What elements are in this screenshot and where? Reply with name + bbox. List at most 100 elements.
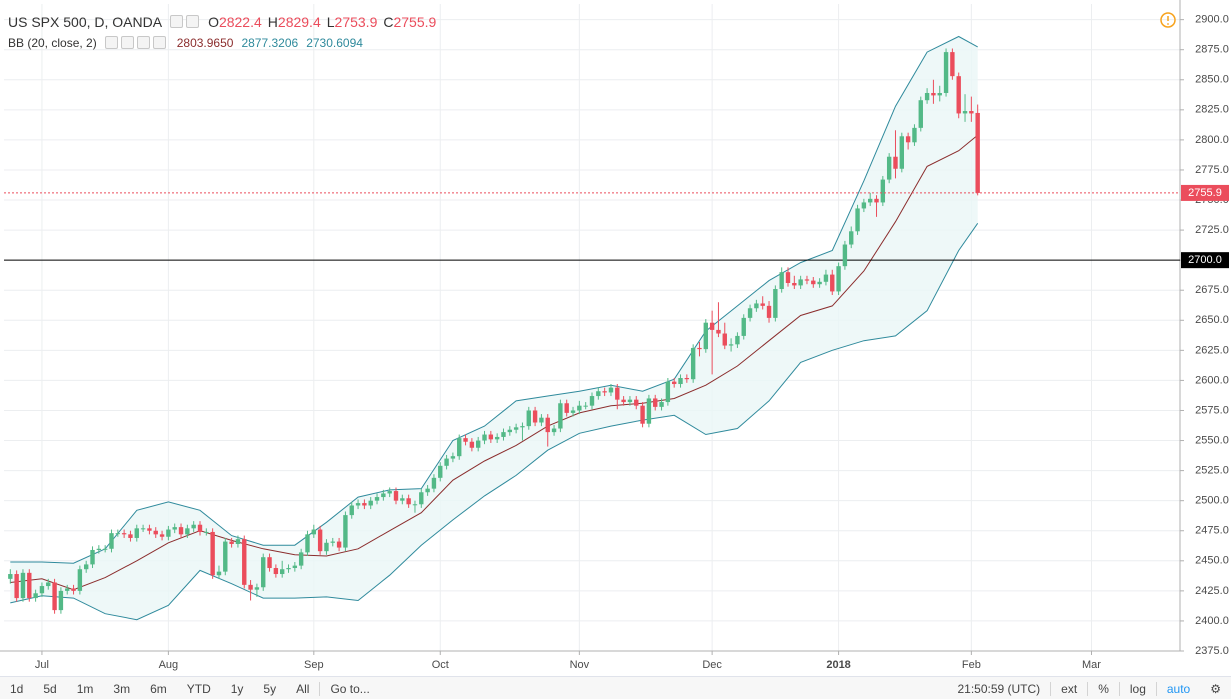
candle-body bbox=[703, 322, 709, 350]
indicator-value: 2730.6094 bbox=[306, 35, 363, 50]
range-button[interactable]: 5d bbox=[43, 681, 57, 696]
candle-body bbox=[425, 488, 430, 493]
candle-body bbox=[102, 548, 108, 550]
separator bbox=[1087, 681, 1089, 696]
candle-body bbox=[823, 274, 829, 282]
candle-body bbox=[924, 92, 930, 101]
candle-body bbox=[14, 574, 19, 599]
candle-body bbox=[77, 569, 83, 591]
last-price-label: 2755.9 bbox=[1188, 187, 1222, 199]
icon[interactable] bbox=[136, 36, 150, 49]
range-button[interactable]: 3m bbox=[113, 681, 131, 696]
range-button[interactable]: 1d bbox=[10, 681, 24, 696]
warning-icon[interactable] bbox=[1160, 12, 1176, 28]
scale-option[interactable]: log bbox=[1129, 681, 1146, 696]
scale-option[interactable]: auto bbox=[1166, 681, 1191, 696]
candle-body bbox=[741, 317, 746, 336]
candle-body bbox=[90, 549, 95, 565]
icon[interactable] bbox=[104, 36, 118, 49]
candle-body bbox=[551, 428, 557, 433]
candle-body bbox=[962, 111, 968, 114]
icon[interactable] bbox=[170, 15, 184, 28]
candle-body bbox=[849, 231, 854, 245]
candle-body bbox=[564, 403, 569, 413]
candle-body bbox=[697, 347, 702, 350]
candle-body bbox=[634, 399, 639, 406]
icon[interactable] bbox=[120, 36, 134, 49]
candle-body bbox=[172, 527, 177, 530]
range-button[interactable]: 1y bbox=[230, 681, 244, 696]
candle-body bbox=[273, 568, 279, 575]
indicator-row: BB (20, close, 2) 2803.9650 2877.3206 2730… bbox=[8, 32, 436, 53]
candle-body bbox=[621, 399, 626, 403]
ohlc-value: 2753.9 bbox=[334, 13, 378, 30]
range-button[interactable]: All bbox=[296, 681, 310, 696]
candle-body bbox=[583, 405, 588, 407]
indicator-name[interactable]: BB (20, close, 2) bbox=[8, 35, 97, 50]
candle-body bbox=[811, 280, 816, 285]
separator bbox=[1118, 681, 1120, 696]
indicator-value: 2803.9650 bbox=[176, 35, 234, 50]
candle-body bbox=[937, 92, 942, 96]
candle-body bbox=[905, 136, 911, 143]
scale-option[interactable]: ext bbox=[1061, 681, 1078, 696]
candle-body bbox=[659, 402, 664, 407]
candle-body bbox=[475, 440, 481, 448]
y-tick-label: 2650.0 bbox=[1195, 314, 1229, 326]
symbol-title[interactable]: US SPX 500, D, OANDA bbox=[8, 13, 163, 30]
icon[interactable] bbox=[186, 15, 200, 28]
candle-body bbox=[728, 344, 734, 346]
separator bbox=[1050, 681, 1052, 696]
candle-body bbox=[96, 548, 102, 550]
candle-body bbox=[343, 515, 348, 548]
hline-box bbox=[1181, 252, 1229, 269]
range-button[interactable]: 6m bbox=[150, 681, 167, 696]
candle-body bbox=[216, 571, 222, 576]
candle-body bbox=[532, 410, 538, 423]
bb-basis bbox=[10, 134, 979, 591]
candle-body bbox=[690, 347, 696, 380]
y-tick-label: 2900.0 bbox=[1195, 14, 1229, 26]
candle-body bbox=[324, 542, 329, 552]
candle-body bbox=[589, 396, 595, 406]
candle-body bbox=[975, 112, 980, 193]
candle-body bbox=[779, 272, 784, 290]
x-tick-label: Sep bbox=[304, 659, 324, 671]
icon[interactable] bbox=[152, 36, 166, 49]
y-tick-label: 2850.0 bbox=[1195, 74, 1229, 86]
candle-body bbox=[577, 405, 582, 411]
candle-body bbox=[204, 531, 209, 533]
goto-button[interactable]: Go to... bbox=[330, 681, 370, 696]
candle-body bbox=[867, 198, 873, 203]
candle-body bbox=[412, 504, 418, 506]
candle-body bbox=[861, 202, 867, 209]
range-button[interactable]: YTD bbox=[186, 681, 211, 696]
clock: 21:50:59 (UTC) bbox=[957, 681, 1041, 696]
range-button[interactable]: 1m bbox=[76, 681, 94, 696]
candle-body bbox=[235, 539, 241, 544]
candle-body bbox=[406, 498, 411, 505]
candle-body bbox=[558, 403, 563, 429]
symbol-row: US SPX 500, D, OANDA O 2822.4 H 2829.4 L 2753… bbox=[8, 11, 436, 32]
y-tick-label: 2500.0 bbox=[1195, 495, 1229, 507]
candle-body bbox=[684, 378, 690, 380]
candle-body bbox=[128, 534, 133, 538]
y-tick-label: 2800.0 bbox=[1195, 134, 1229, 146]
candle-body bbox=[886, 156, 892, 180]
candle-body bbox=[716, 329, 721, 334]
candle-body bbox=[722, 333, 727, 346]
candle-body bbox=[330, 541, 335, 543]
candle-body bbox=[210, 531, 215, 576]
candle-body bbox=[286, 568, 291, 570]
candle-body bbox=[969, 111, 974, 114]
candle-body bbox=[747, 308, 753, 318]
candle-body bbox=[545, 417, 550, 433]
scale-option[interactable]: % bbox=[1098, 681, 1109, 696]
candle-body bbox=[469, 441, 475, 448]
candle-body bbox=[374, 497, 380, 501]
candle-body bbox=[178, 527, 184, 535]
range-button[interactable]: 5y bbox=[263, 681, 277, 696]
candle-body bbox=[507, 429, 513, 433]
legend-header: US SPX 500, D, OANDA O 2822.4 H 2829.4 L 2753… bbox=[8, 11, 436, 53]
settings-button[interactable]: ⚙ bbox=[1210, 681, 1221, 696]
